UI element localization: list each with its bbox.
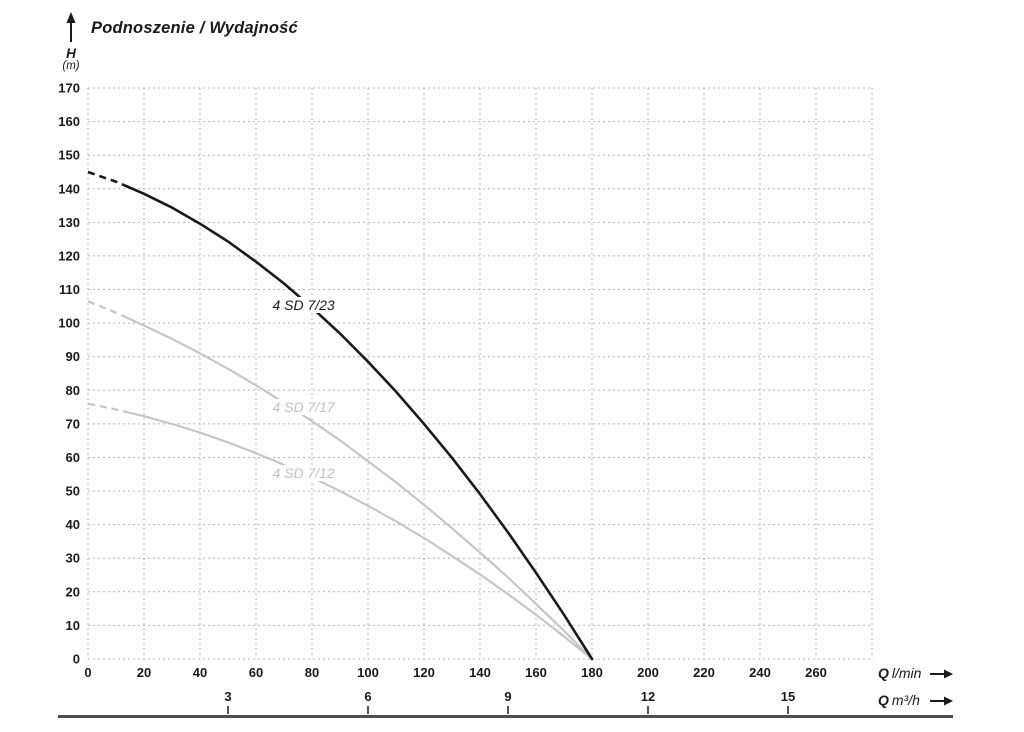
curve-label-4sd723: 4 SD 7/23 <box>268 296 339 313</box>
y-tick-label: 100 <box>58 316 80 331</box>
x-tick-label: 60 <box>249 665 263 680</box>
secondary-tick-label: 15 <box>781 689 795 704</box>
y-tick-label: 30 <box>66 551 80 566</box>
y-tick-label: 70 <box>66 416 80 431</box>
x-tick-label: 200 <box>637 665 659 680</box>
curve-dashed-start <box>87 300 125 318</box>
curve-dashed-start <box>87 170 128 188</box>
y-tick-label: 50 <box>66 484 80 499</box>
y-tick-label: 60 <box>66 450 80 465</box>
x-tick-label: 120 <box>413 665 435 680</box>
y-tick-label: 170 <box>58 81 80 96</box>
y-tick-label: 20 <box>66 584 80 599</box>
x-tick-label: 160 <box>525 665 547 680</box>
secondary-tick-label: 9 <box>504 689 511 704</box>
x-tick-label: 180 <box>581 665 603 680</box>
x-tick-label: 140 <box>469 665 491 680</box>
curve-label-4sd712: 4 SD 7/12 <box>268 464 339 481</box>
pump-curve <box>123 315 594 661</box>
grid-lines <box>87 87 873 660</box>
y-axis-unit: (m) <box>62 60 80 72</box>
x-axis-primary-symbol: Q <box>878 665 889 681</box>
up-arrow-icon <box>66 12 76 42</box>
y-tick-label: 40 <box>66 517 80 532</box>
pump-curve <box>123 410 594 661</box>
y-tick-label: 130 <box>58 215 80 230</box>
y-tick-label: 0 <box>73 652 80 667</box>
secondary-tick-label: 12 <box>641 689 655 704</box>
x-tick-label: 220 <box>693 665 715 680</box>
y-tick-label: 110 <box>59 282 80 297</box>
y-tick-label: 90 <box>66 349 80 364</box>
axis-tick-labels: 0102030405060708090100110120130140150160… <box>58 81 827 705</box>
x-tick-label: 40 <box>193 665 207 680</box>
secondary-tick-label: 6 <box>364 689 371 704</box>
curve-dashed-start <box>87 402 125 413</box>
y-tick-label: 150 <box>58 148 80 163</box>
x-tick-label: 260 <box>805 665 827 680</box>
x-tick-label: 240 <box>749 665 771 680</box>
curve-label-4sd717: 4 SD 7/17 <box>268 399 339 416</box>
x-tick-label: 0 <box>84 665 91 680</box>
right-arrow-icon <box>930 696 953 706</box>
x-tick-label: 20 <box>137 665 151 680</box>
x-tick-label: 100 <box>357 665 379 680</box>
x-axis-primary-unit: l/min <box>891 665 922 681</box>
x-tick-label: 80 <box>305 665 319 680</box>
x-axis-secondary-symbol: Q <box>878 692 889 708</box>
chart-title: Podnoszenie / Wydajność <box>91 19 298 37</box>
y-tick-label: 160 <box>58 114 80 129</box>
y-tick-label: 140 <box>58 181 80 196</box>
y-tick-label: 10 <box>66 618 80 633</box>
x-axis-secondary-unit: m³/h <box>891 692 920 708</box>
y-axis-symbol: H <box>66 46 76 61</box>
secondary-tick-label: 3 <box>224 689 231 704</box>
right-arrow-icon <box>930 669 953 679</box>
y-tick-label: 120 <box>58 248 80 263</box>
y-tick-label: 80 <box>66 383 80 398</box>
pump-curve <box>125 185 594 661</box>
axis-arrows <box>66 12 953 706</box>
